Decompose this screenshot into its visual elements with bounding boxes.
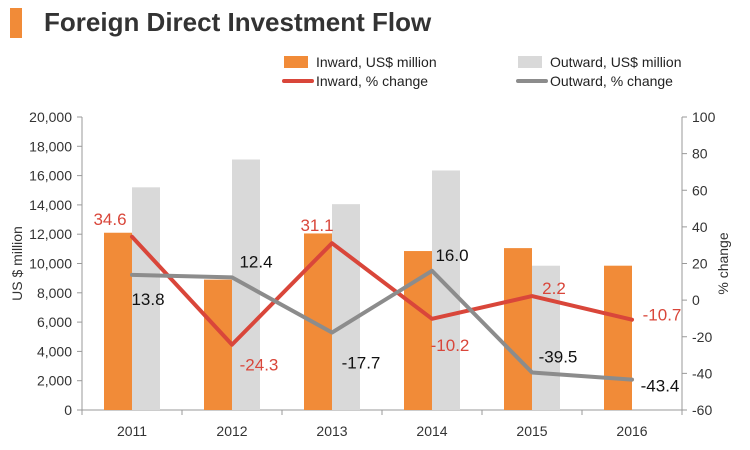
legend-swatch — [518, 56, 542, 68]
outward-bar-2014 — [432, 170, 460, 410]
inward-change-label: 34.6 — [93, 210, 126, 229]
legend-label: Outward, US$ million — [550, 54, 682, 70]
inward-change-label: 2.2 — [542, 279, 566, 298]
legend-label: Inward, US$ million — [316, 54, 437, 70]
outward-change-label: -39.5 — [539, 347, 578, 366]
right-tick-label: -40 — [692, 365, 712, 381]
outward-change-label: 16.0 — [435, 246, 468, 265]
inward-bar-2012 — [204, 279, 232, 410]
outward-change-label: -43.4 — [641, 377, 680, 396]
x-tick-label: 2016 — [616, 423, 647, 439]
right-tick-label: 100 — [692, 109, 716, 125]
left-tick-label: 4,000 — [37, 343, 72, 359]
outward-change-line — [130, 268, 634, 382]
right-axis-title: % change — [715, 232, 731, 294]
left-axis-title: US $ million — [9, 226, 25, 301]
title-accent-bar — [10, 8, 22, 38]
legend-swatch — [284, 56, 308, 68]
legend-label: Outward, % change — [550, 73, 673, 89]
x-tick-label: 2014 — [416, 423, 447, 439]
right-tick-label: 0 — [692, 292, 700, 308]
x-tick-label: 2012 — [216, 423, 247, 439]
left-tick-label: 0 — [64, 402, 72, 418]
inward-change-label: 31.1 — [300, 216, 333, 235]
right-tick-label: -60 — [692, 402, 712, 418]
left-tick-label: 8,000 — [37, 285, 72, 301]
left-tick-label: 20,000 — [29, 109, 72, 125]
left-tick-label: 2,000 — [37, 373, 72, 389]
left-tick-label: 18,000 — [29, 138, 72, 154]
inward-bar-2011 — [104, 232, 132, 410]
left-tick-label: 12,000 — [29, 226, 72, 242]
outward-change-label: 12.4 — [239, 252, 272, 271]
right-tick-label: -20 — [692, 329, 712, 345]
outward-bar-2013 — [332, 204, 360, 410]
x-tick-label: 2011 — [117, 423, 147, 439]
legend-label: Inward, % change — [316, 73, 428, 89]
inward-bar-2015 — [504, 248, 532, 410]
x-tick-label: 2015 — [516, 423, 547, 439]
right-tick-label: 80 — [692, 146, 708, 162]
inward-change-label: -10.7 — [643, 306, 682, 325]
left-tick-label: 6,000 — [37, 314, 72, 330]
inward-change-label: -24.3 — [240, 356, 279, 375]
right-tick-label: 60 — [692, 182, 708, 198]
outward-bar-2015 — [532, 265, 560, 410]
outward-change-label: 13.8 — [131, 290, 164, 309]
inward-change-label: -10.2 — [431, 336, 470, 355]
outward-change-label: -17.7 — [342, 354, 381, 373]
inward-change-line — [130, 234, 634, 347]
left-tick-label: 10,000 — [29, 256, 72, 272]
left-tick-label: 14,000 — [29, 197, 72, 213]
chart-title: Foreign Direct Investment Flow — [44, 7, 432, 37]
inward-bar-2016 — [604, 265, 632, 410]
right-tick-label: 20 — [692, 256, 708, 272]
right-tick-label: 40 — [692, 219, 708, 235]
left-tick-label: 16,000 — [29, 168, 72, 184]
outward-bar-2011 — [132, 187, 160, 410]
x-tick-label: 2013 — [316, 423, 347, 439]
